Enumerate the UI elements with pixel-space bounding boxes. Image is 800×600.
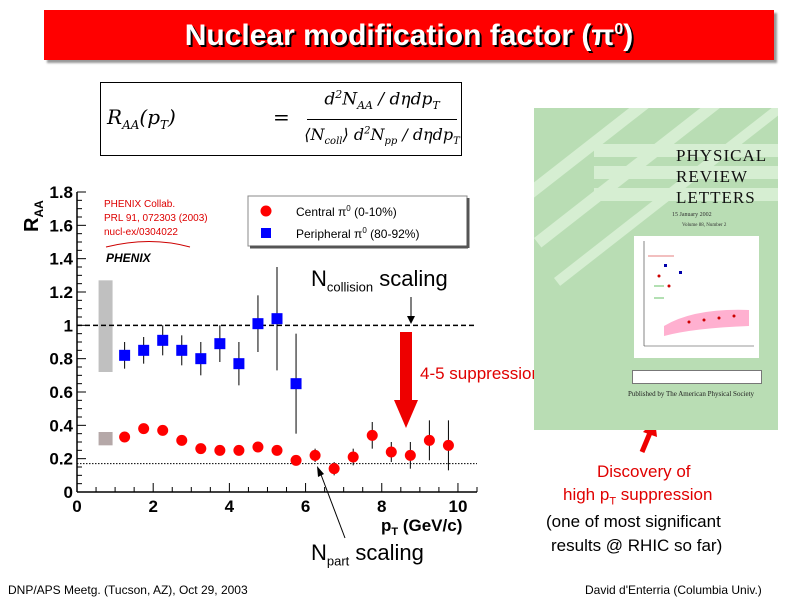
slide-title: Nuclear modification factor (π0) [184, 19, 634, 52]
x-tick-label: 2 [148, 497, 157, 516]
discovery-line-1: Discovery of [597, 462, 691, 481]
central-point [195, 443, 207, 455]
npart-scaling-label: Npart scaling [311, 540, 424, 569]
formula-lhs: RAA(pT) [107, 105, 176, 132]
peripheral-point [233, 358, 245, 370]
y-tick-label: 1.8 [49, 183, 73, 202]
peripheral-point [195, 353, 207, 365]
central-point [157, 424, 169, 436]
peripheral-point [271, 313, 283, 325]
legend-central-label: Central π0 (0-10%) [296, 204, 397, 219]
central-point [347, 451, 359, 463]
central-point [252, 441, 264, 453]
x-tick-label: 8 [377, 497, 386, 516]
collab-line-1: PHENIX Collab. [104, 199, 175, 210]
y-tick-label: 1.4 [49, 250, 73, 269]
peripheral-point [138, 344, 150, 356]
central-point [138, 423, 150, 435]
y-axis-label: RAA [21, 200, 46, 232]
formula-numerator: d2NAA / dηdpT [324, 88, 440, 113]
suppression-arrow [394, 332, 418, 428]
central-point [119, 431, 131, 443]
peripheral-point [252, 318, 264, 330]
collab-line-2: PRL 91, 072303 (2003) [104, 213, 208, 224]
central-point [290, 454, 302, 466]
central-point [366, 429, 378, 441]
legend-peripheral-label: Peripheral π0 (80-92%) [296, 226, 419, 241]
x-tick-label: 0 [72, 497, 81, 516]
peripheral-point [290, 378, 302, 390]
x-tick-label: 6 [301, 497, 310, 516]
legend: Central π0 (0-10%) Peripheral π0 (80-92%… [247, 195, 470, 249]
y-tick-label: 0.4 [49, 416, 73, 435]
central-point [309, 449, 321, 461]
npart-pointer-head [317, 466, 324, 477]
central-point [176, 434, 188, 446]
x-tick-label: 10 [448, 497, 467, 516]
legend-central-marker [260, 205, 272, 217]
journal-title: PHYSICAL REVIEW LETTERS [676, 146, 768, 207]
y-tick-label: 0.6 [49, 383, 73, 402]
cover-figure [634, 236, 759, 358]
journal-date: 15 January 2002 [672, 212, 712, 218]
prl-journal-cover: PHYSICAL REVIEW LETTERS 15 January 2002 … [534, 108, 778, 430]
central-point [442, 439, 454, 451]
peripheral-point [119, 349, 131, 361]
y-tick-label: 1 [64, 316, 73, 335]
phenix-logo: PHENIX [106, 251, 152, 265]
raa-formula: RAA(pT) = d2NAA / dηdpT ⟨Ncoll⟩ d2Npp / … [100, 82, 462, 156]
central-point [271, 444, 283, 456]
y-tick-label: 1.6 [49, 216, 73, 235]
legend-peripheral-marker [261, 228, 271, 238]
npart-pointer [319, 471, 346, 539]
systematic-band [98, 280, 113, 372]
peripheral-point [214, 338, 226, 350]
y-tick-label: 0 [64, 483, 73, 502]
central-point [233, 444, 245, 456]
journal-volume: Volume 88, Number 2 [682, 223, 727, 228]
central-point [328, 463, 340, 475]
systematic-band [98, 432, 113, 446]
significance-line-1: (one of most significant [546, 512, 721, 531]
significance-line-2: results @ RHIC so far) [551, 536, 723, 555]
peripheral-point [176, 344, 188, 356]
formula-equals: = [273, 105, 290, 129]
discovery-line-2: high pT suppression [563, 485, 713, 508]
cover-caption [632, 370, 762, 384]
x-axis-label: pT (GeV/c) [381, 516, 462, 538]
y-tick-label: 0.2 [49, 450, 73, 469]
ncoll-scaling-label: Ncollision scaling [311, 266, 448, 295]
central-point [385, 446, 397, 458]
y-tick-label: 1.2 [49, 283, 73, 302]
phenix-logo-arc [105, 241, 191, 248]
central-point [423, 434, 435, 446]
title-bar: Nuclear modification factor (π0) [44, 10, 774, 60]
suppression-label: 4-5 suppression [420, 364, 541, 383]
peripheral-point [157, 334, 169, 346]
formula-fraction-bar [307, 119, 457, 120]
collab-line-3: nucl-ex/0304022 [104, 227, 178, 238]
journal-publisher: Published by The American Physical Socie… [628, 390, 755, 398]
central-point [404, 449, 416, 461]
x-tick-label: 4 [225, 497, 235, 516]
formula-denominator: ⟨Ncoll⟩ d2Npp / dηdpT [304, 125, 460, 148]
central-point [214, 444, 226, 456]
ncoll-arrow-head [407, 316, 415, 324]
footer-author: David d'Enterria (Columbia Univ.) [585, 583, 762, 597]
y-tick-label: 0.8 [49, 350, 73, 369]
footer-meeting: DNP/APS Meetg. (Tucson, AZ), Oct 29, 200… [8, 583, 248, 597]
